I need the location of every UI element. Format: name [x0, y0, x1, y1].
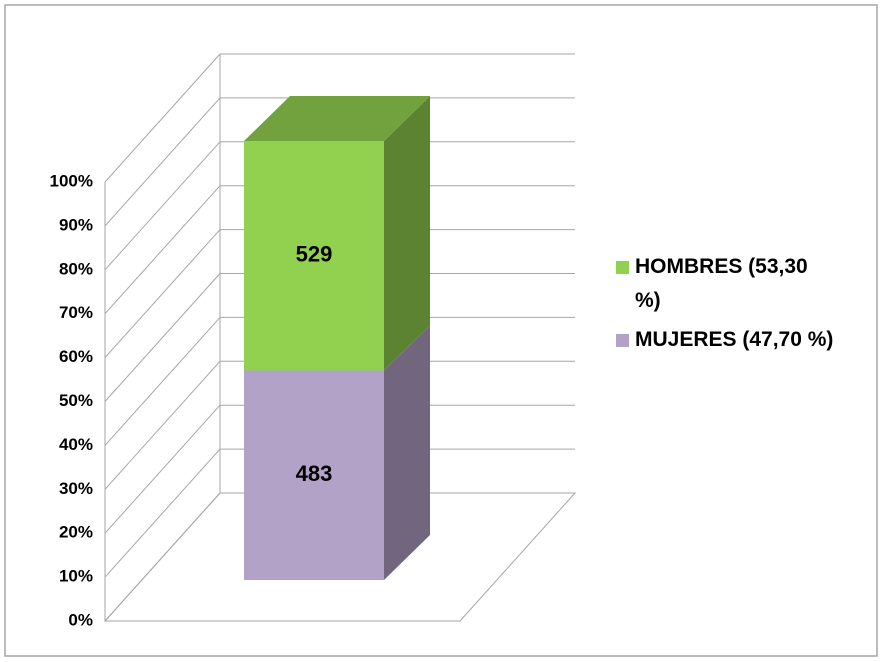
legend-label: HOMBRES (53,30 %): [635, 255, 808, 312]
bar-side: [384, 325, 430, 581]
y-tick-label: 10%: [59, 567, 93, 586]
y-tick-label: 90%: [59, 215, 93, 234]
grid-line-side: [104, 185, 221, 315]
y-tick-label: 40%: [59, 435, 93, 454]
bar-side: [384, 96, 430, 371]
grid-line-side: [104, 360, 221, 490]
y-tick-label: 60%: [59, 347, 93, 366]
grid-line-side: [104, 273, 221, 402]
legend-swatch: [616, 261, 629, 274]
y-tick-label: 70%: [59, 303, 93, 322]
grid-line-side: [104, 229, 221, 358]
legend-swatch: [616, 334, 629, 347]
legend-item: HOMBRES (53,30 %): [616, 250, 866, 318]
grid-line-side: [104, 141, 221, 271]
grid-line-side: [104, 97, 221, 227]
y-tick-label: 80%: [59, 259, 93, 278]
y-tick-label: 50%: [59, 391, 93, 410]
grid-line-side: [104, 404, 221, 534]
grid-line-side: [104, 317, 221, 446]
y-tick-label: 0%: [68, 610, 93, 629]
data-label: 483: [296, 461, 333, 486]
y-tick-label: 30%: [59, 479, 93, 498]
grid-line-side: [104, 448, 221, 578]
y-tick-label: 100%: [50, 171, 93, 190]
legend-item: MUJERES (47,70 %): [616, 323, 866, 357]
legend-label: MUJERES (47,70 %): [635, 328, 834, 351]
grid-line-side: [104, 492, 221, 622]
grid-line-side: [104, 53, 221, 183]
data-label: 529: [296, 242, 333, 267]
bar-top: [244, 96, 430, 142]
bar: [244, 370, 384, 581]
bar: [244, 141, 384, 371]
y-tick-label: 20%: [59, 523, 93, 542]
chart-border: [4, 4, 878, 657]
